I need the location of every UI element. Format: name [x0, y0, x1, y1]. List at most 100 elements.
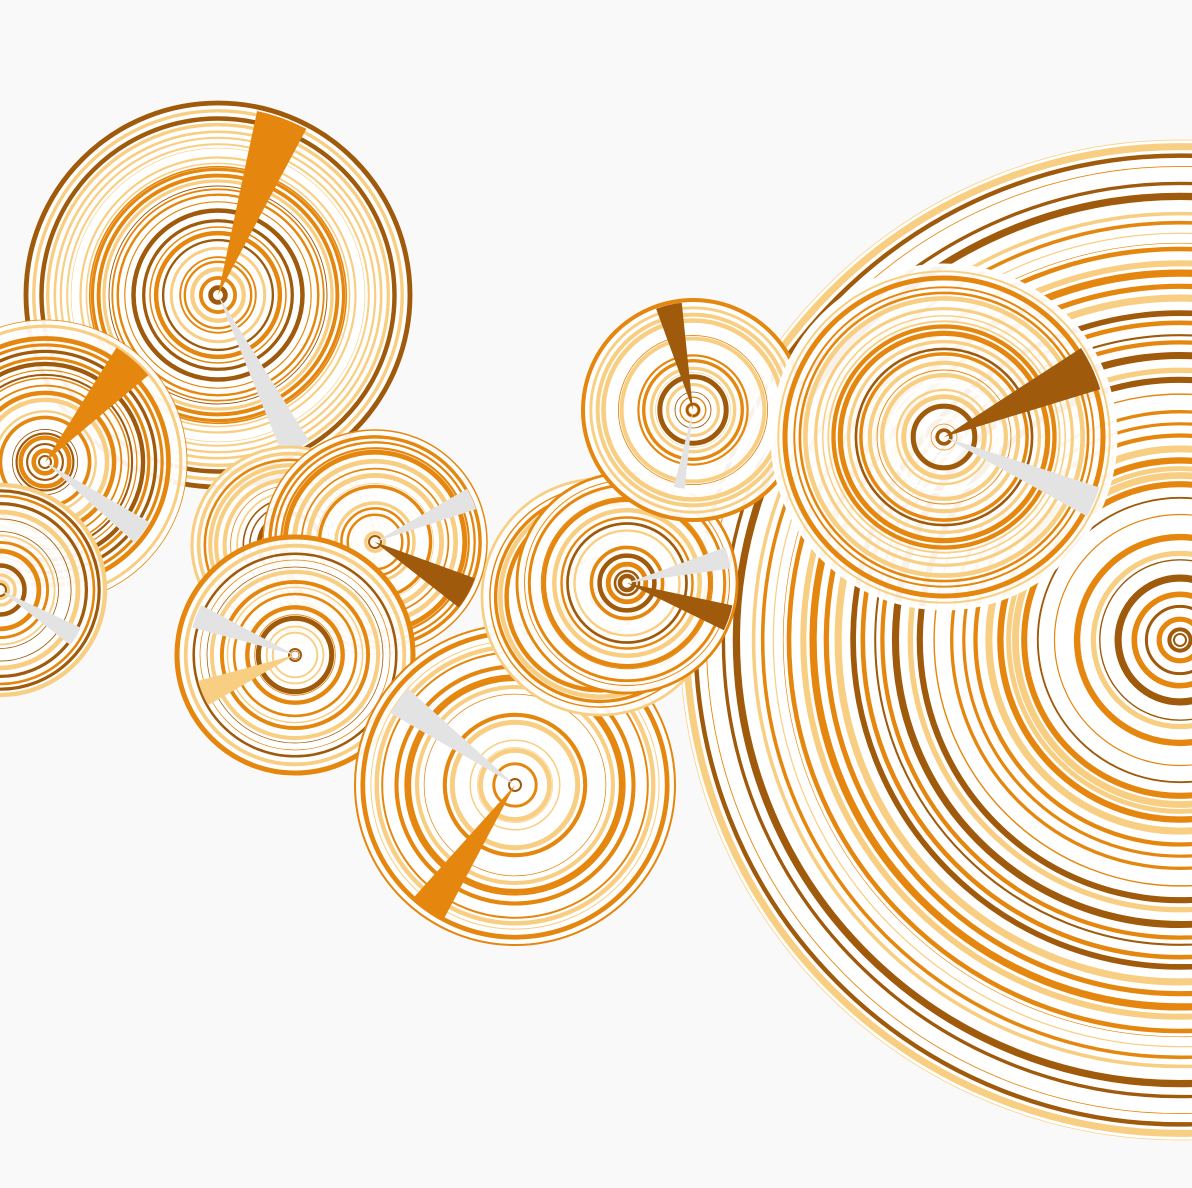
- ring: [0, 489, 101, 691]
- ring: [499, 769, 531, 801]
- ring: [916, 376, 1192, 904]
- ring: [208, 285, 228, 305]
- ring: [589, 545, 665, 621]
- disc-center: [508, 778, 522, 792]
- ring: [880, 340, 1192, 940]
- ring: [867, 360, 1021, 514]
- ring: [814, 307, 1074, 567]
- ring: [153, 230, 283, 360]
- ring: [53, 130, 383, 460]
- wedge-dark-orange: [627, 583, 733, 631]
- ring: [597, 553, 657, 613]
- wedge-orange: [413, 785, 515, 920]
- ring: [142, 219, 294, 371]
- ring: [649, 366, 737, 454]
- ring: [199, 559, 391, 751]
- ring: [837, 330, 1051, 544]
- ring: [831, 324, 1057, 550]
- ring: [973, 433, 1192, 847]
- ring: [46, 123, 390, 467]
- ring: [935, 428, 953, 446]
- ring: [761, 221, 1192, 1059]
- ring: [108, 185, 328, 405]
- ring: [1069, 529, 1192, 751]
- ring: [901, 394, 987, 480]
- ring: [786, 246, 1192, 1034]
- ring: [111, 188, 325, 402]
- ring: [209, 569, 381, 741]
- wedge-orange: [218, 110, 307, 295]
- ring: [580, 536, 674, 630]
- ring: [850, 310, 1192, 970]
- ring: [892, 352, 1192, 928]
- ring: [290, 650, 300, 660]
- ring: [0, 540, 50, 640]
- ring: [1012, 472, 1192, 808]
- ring: [442, 712, 588, 858]
- ring: [985, 445, 1192, 835]
- ring: [1103, 563, 1192, 717]
- ring: [364, 531, 386, 553]
- ring: [800, 260, 1192, 1020]
- ring: [793, 286, 1095, 588]
- ring: [846, 339, 1042, 535]
- ring: [0, 509, 81, 671]
- ring: [18, 435, 72, 489]
- ring: [613, 569, 641, 597]
- ring: [271, 631, 319, 679]
- ring: [360, 527, 390, 557]
- ring: [238, 598, 352, 712]
- ring: [124, 201, 312, 389]
- ring: [782, 275, 1106, 599]
- disc-center: [288, 648, 302, 662]
- ring: [469, 739, 561, 831]
- ring: [732, 192, 1192, 1088]
- ring: [962, 422, 1192, 858]
- ring: [1021, 481, 1192, 799]
- ring: [274, 634, 316, 676]
- wedge-dark-orange: [656, 302, 693, 410]
- ring: [657, 374, 729, 446]
- ring: [201, 561, 389, 749]
- ring: [0, 501, 89, 679]
- ring: [827, 320, 1061, 554]
- ring-disc: [581, 298, 805, 522]
- ring: [854, 347, 1034, 527]
- wedge-grey: [0, 590, 81, 645]
- ring: [721, 181, 1192, 1099]
- ring: [617, 573, 637, 593]
- ring: [605, 561, 649, 605]
- disc-center: [1173, 633, 1187, 647]
- ring: [206, 566, 384, 744]
- ring: [116, 193, 320, 397]
- ring: [282, 642, 308, 668]
- ring: [423, 693, 607, 877]
- ring-disc: [0, 482, 108, 698]
- ring: [751, 211, 1192, 1069]
- ring: [895, 388, 993, 486]
- ring: [950, 410, 1192, 870]
- disc-center: [620, 576, 634, 590]
- wedge-grey: [944, 437, 1100, 517]
- ring: [560, 516, 694, 650]
- ring: [174, 534, 416, 776]
- ring: [183, 543, 407, 767]
- ring: [85, 162, 351, 428]
- ring: [770, 263, 1118, 611]
- ring: [88, 165, 348, 425]
- ring: [79, 156, 357, 434]
- ring: [354, 521, 396, 563]
- ring: [1167, 627, 1192, 653]
- ring: [782, 242, 1192, 1038]
- ring: [254, 614, 336, 696]
- ring: [549, 505, 705, 661]
- ring: [859, 352, 1029, 522]
- ring: [552, 508, 702, 658]
- ring: [129, 206, 307, 384]
- ring: [59, 136, 377, 454]
- ring: [798, 291, 1090, 583]
- ring: [637, 354, 749, 466]
- disc-center: [686, 403, 700, 417]
- ring: [427, 697, 603, 873]
